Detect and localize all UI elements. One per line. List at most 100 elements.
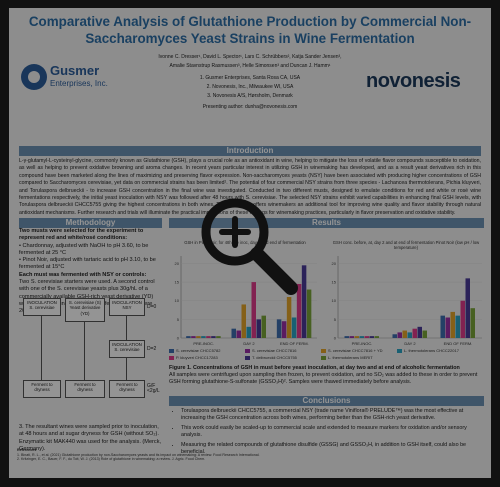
method-footer: 3. The resultant wines were sampled prio…	[19, 424, 162, 452]
bar	[216, 336, 221, 338]
flow-sc-yd: S. cerevisiae (S) Yeast derivative (YD)	[65, 298, 105, 322]
flow-ferm-2: Ferment to dryness	[65, 380, 105, 398]
y-tick-label: 15	[332, 280, 337, 285]
flow-inoc-sc: INOCULATION S. cerevisiae	[23, 298, 61, 316]
chart-left-svg: 0 5 10 15 20 PRE-INOC. DAY 2 END OF FERM.	[175, 256, 317, 346]
method-p1: Two musts were selected for the experime…	[19, 228, 144, 242]
flow-arrow-3	[84, 322, 85, 380]
bar	[440, 315, 445, 338]
y-tick-label: 10	[175, 298, 180, 303]
legend-label: S. cerevisiae CHCC5782	[176, 348, 221, 353]
authors-line-2: Amalie Stavnstrup Rasmussen³, Helle Simo…	[169, 63, 331, 69]
legend-item: S. cerevisiae CHCC7816	[245, 348, 321, 354]
bar	[374, 336, 379, 338]
bar	[450, 311, 455, 338]
y-tick-label: 20	[332, 261, 337, 266]
conclusion-item: Measuring the related compounds of gluta…	[181, 442, 483, 456]
legend-label: P. kluyveri CHCC17283	[176, 355, 218, 360]
chart-left: GSH in Pinot noir, for 48h pre inoc, day…	[169, 240, 321, 350]
affiliation-1: 1. Gusmer Enterprises, Santa Rosa CA, US…	[199, 75, 301, 81]
flow-inoc-sc2: INOCULATION S. cerevisiae	[109, 340, 145, 358]
gusmer-name: Gusmer	[50, 63, 100, 78]
flow-arrow-2	[41, 316, 42, 380]
method-b2: Pinot Noir, adjusted with tartaric acid …	[19, 257, 156, 271]
legend-label: T. delbrueckii CHCC5755	[252, 355, 297, 360]
bar	[445, 317, 450, 338]
flow-label-d0: D=0	[147, 304, 157, 310]
x-tick-label: END OF FERM.	[280, 341, 309, 346]
bar	[196, 336, 201, 338]
chart-left-title: GSH in Pinot noir, for 48h pre inoc, day…	[184, 240, 306, 245]
references: References 1. Binati, R. L., et al. (202…	[17, 448, 483, 462]
y-tick-label: 20	[175, 261, 180, 266]
legend-item: L. thermotolerans MERIT	[321, 355, 397, 361]
bar	[407, 332, 412, 338]
chart-right-title: GSH conc. before, at, day 2 and at end o…	[332, 240, 480, 250]
y-tick-label: 5	[177, 317, 180, 322]
x-tick-label: DAY 2	[404, 341, 416, 346]
legend-item: S. cerevisiae CHCC7816 + YD	[321, 348, 397, 354]
y-tick-label: 5	[334, 317, 337, 322]
poster: Comparative Analysis of Glutathione Prod…	[9, 8, 491, 478]
bar	[455, 315, 460, 338]
bar	[251, 282, 256, 338]
x-tick-label: END OF FERM.	[444, 341, 473, 346]
presenting-author: Presenting author: dunha@novonesis.com	[202, 104, 298, 110]
gusmer-sub: Enterprises, Inc.	[50, 79, 108, 88]
legend-swatch	[245, 348, 250, 353]
bar	[236, 330, 241, 338]
bar	[392, 334, 397, 338]
method-flowchart: INOCULATION S. cerevisiae S. cerevisiae …	[23, 298, 160, 420]
authors-line-1: Ivonne C. Dresser¹, David L. Spector¹, L…	[158, 54, 342, 60]
affiliation-2: 2. Novonesis, Inc., Milwaukee WI, USA	[206, 84, 294, 90]
bar	[286, 297, 292, 338]
bar	[465, 278, 470, 338]
y-tick-label: 0	[334, 336, 337, 341]
method-b2-row: • Pinot Noir, adjusted with tartaric aci…	[19, 257, 156, 271]
bar	[417, 326, 422, 338]
x-tick-label: DAY 2	[243, 341, 255, 346]
title-line-2: Saccharomyces Yeast Strains in Wine Ferm…	[85, 31, 415, 46]
flow-label-end: G/F <2g/L	[147, 383, 160, 394]
flow-ferm-3: Ferment to dryness	[109, 380, 145, 398]
bar	[241, 304, 246, 338]
zoom-in-magnifier-icon[interactable]	[195, 192, 307, 304]
bar	[201, 336, 206, 338]
reference-2: 2. Kritzinger, E. C., Bauer, F. F., du T…	[17, 457, 206, 462]
chart-legend: S. cerevisiae CHCC5782 S. cerevisiae CHCC…	[169, 348, 484, 362]
conclusion-item: This work could easily be scaled-up to c…	[181, 425, 483, 439]
legend-swatch	[245, 355, 250, 360]
legend-swatch	[397, 348, 402, 353]
bar	[296, 283, 302, 338]
poster-title: Comparative Analysis of Glutathione Prod…	[9, 13, 491, 47]
title-line-1: Comparative Analysis of Glutathione Prod…	[28, 14, 472, 29]
flow-ferm-1: Ferment to dryness	[23, 380, 61, 398]
bar	[402, 330, 407, 338]
flow-arrow-1	[126, 316, 127, 340]
conclusion-item: Torulaspora delbrueckii CHCC5755, a comm…	[181, 408, 483, 422]
legend-item: L. thermotolerans CHCC22017	[397, 348, 473, 354]
bar	[397, 332, 402, 338]
bar	[364, 336, 369, 338]
bar	[349, 336, 354, 338]
method-p2: Each must was fermented with NSY or cont…	[19, 271, 147, 278]
method-b1: Chardonnay, adjusted with NaOH to pH 3.6…	[19, 242, 149, 256]
bar	[246, 326, 251, 338]
methodology-heading: Methodology	[19, 218, 162, 228]
bar	[211, 336, 216, 338]
figure-caption-bold: Figure 1. Concentrations of GSH in must …	[169, 365, 460, 371]
legend-label: L. thermotolerans MERIT	[328, 355, 373, 360]
gusmer-logo: Gusmer Enterprises, Inc.	[21, 62, 131, 92]
flow-label-d2: D=2	[147, 346, 157, 352]
bar	[256, 319, 261, 338]
affiliation-3: 3. Novonesis A/S, Hørsholm, Denmark	[207, 93, 293, 99]
method-b1-row: • Chardonnay, adjusted with NaOH to pH 3…	[19, 242, 149, 256]
legend-label: S. cerevisiae CHCC7816	[252, 348, 297, 353]
bar	[359, 336, 364, 338]
legend-label: L. thermotolerans CHCC22017	[404, 348, 459, 353]
chart-right: GSH conc. before, at, day 2 and at end o…	[326, 240, 486, 350]
legend-swatch	[169, 348, 174, 353]
legend-item: P. kluyveri CHCC17283	[169, 355, 245, 361]
legend-swatch	[321, 348, 326, 353]
bar	[412, 328, 417, 338]
